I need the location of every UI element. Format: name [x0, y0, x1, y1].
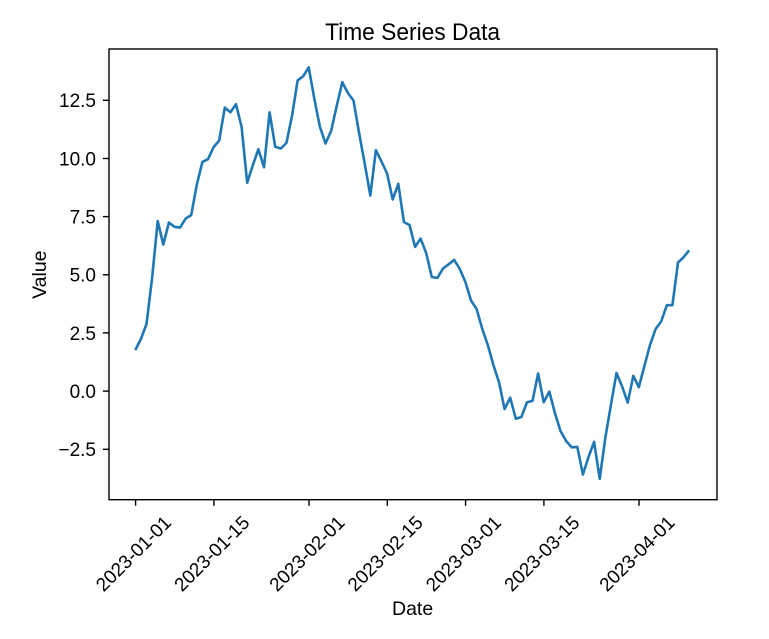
svg-text:12.5: 12.5	[59, 91, 96, 112]
svg-text:7.5: 7.5	[70, 208, 96, 229]
svg-text:Date: Date	[392, 598, 433, 620]
svg-text:2.5: 2.5	[70, 324, 96, 345]
svg-text:Value: Value	[29, 250, 51, 298]
svg-text:Time Series Data: Time Series Data	[325, 19, 500, 46]
svg-text:0.0: 0.0	[70, 382, 96, 403]
svg-text:−2.5: −2.5	[58, 440, 96, 461]
svg-text:10.0: 10.0	[59, 149, 96, 170]
svg-text:5.0: 5.0	[70, 266, 96, 287]
